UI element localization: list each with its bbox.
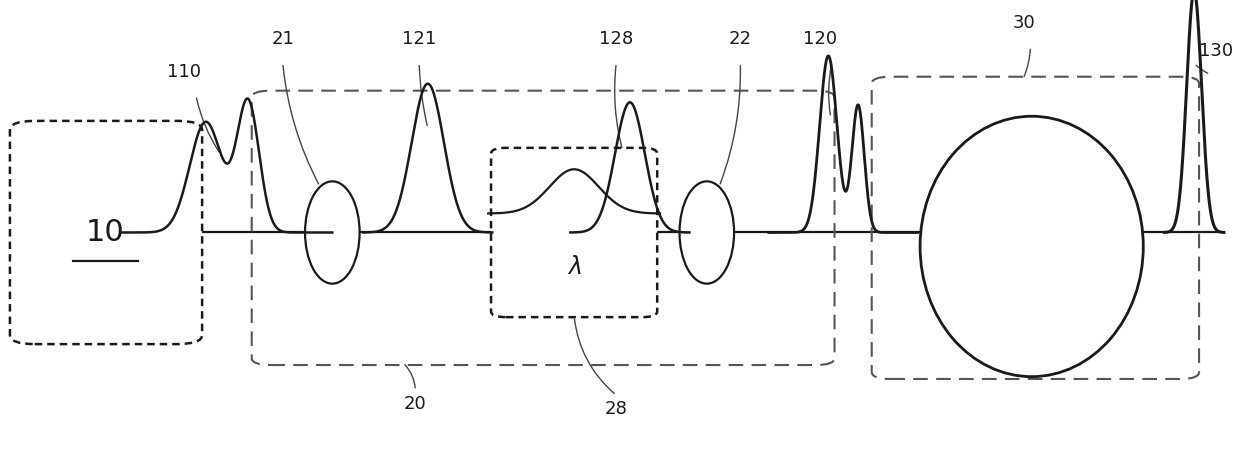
FancyBboxPatch shape bbox=[491, 148, 657, 317]
Text: 128: 128 bbox=[599, 30, 634, 48]
Text: 20: 20 bbox=[404, 395, 427, 413]
Text: 10: 10 bbox=[86, 218, 125, 247]
Text: 22: 22 bbox=[729, 30, 751, 48]
Text: 120: 120 bbox=[802, 30, 837, 48]
FancyBboxPatch shape bbox=[10, 121, 202, 344]
Text: 121: 121 bbox=[402, 30, 436, 48]
Text: 21: 21 bbox=[272, 30, 294, 48]
Text: 110: 110 bbox=[166, 63, 201, 81]
Ellipse shape bbox=[305, 181, 360, 284]
Ellipse shape bbox=[680, 181, 734, 284]
Text: 28: 28 bbox=[605, 400, 627, 418]
Text: $\lambda$: $\lambda$ bbox=[567, 255, 582, 279]
Text: 30: 30 bbox=[1013, 14, 1035, 32]
Text: 130: 130 bbox=[1199, 42, 1234, 60]
Ellipse shape bbox=[920, 116, 1143, 377]
